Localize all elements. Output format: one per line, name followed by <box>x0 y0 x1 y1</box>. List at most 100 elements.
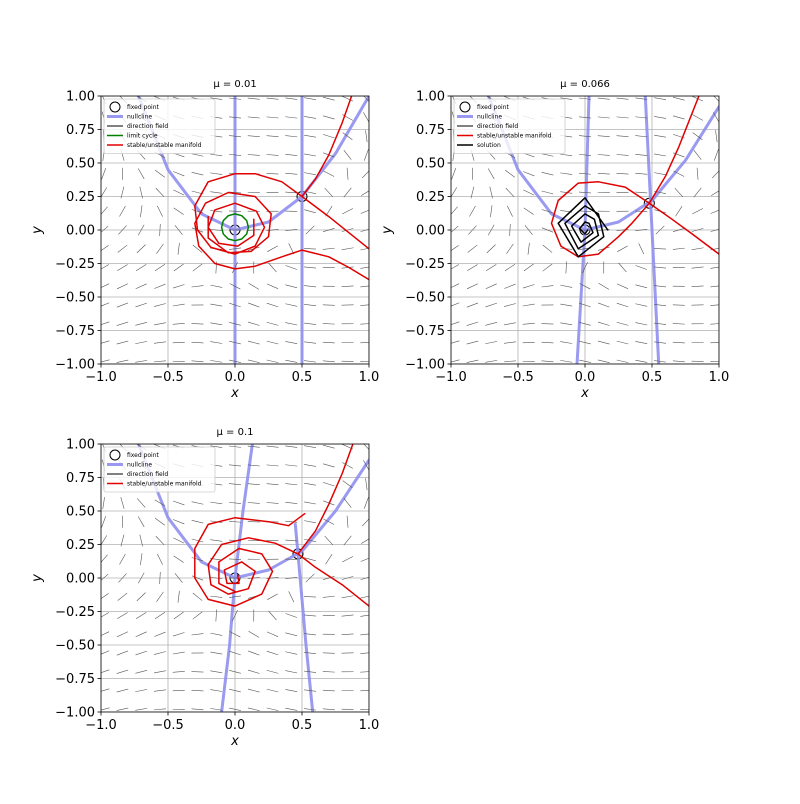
direction-field-segment <box>360 634 372 635</box>
direction-field-segment <box>323 342 335 343</box>
direction-field-segment <box>285 323 297 325</box>
direction-field-segment <box>697 168 698 180</box>
direction-field-segment <box>138 169 144 179</box>
direction-field-segment <box>210 342 222 344</box>
direction-field-segment <box>248 360 260 363</box>
direction-field-segment <box>598 98 610 99</box>
direction-field-segment <box>673 361 685 362</box>
direction-field-segment <box>504 284 515 288</box>
direction-field-segment <box>485 360 497 362</box>
direction-field-segment <box>192 520 204 523</box>
direction-field-segment <box>360 267 372 269</box>
direction-field-segment <box>617 173 629 174</box>
direction-field-segment <box>174 612 184 619</box>
direction-field-segment <box>598 360 610 363</box>
direction-field-segment <box>229 211 241 212</box>
direction-field-segment <box>347 168 348 180</box>
direction-field-segment <box>366 478 368 490</box>
direction-field-segment <box>304 135 316 137</box>
direction-field-segment <box>117 612 127 618</box>
direction-field-segment <box>504 303 516 306</box>
direction-field-segment <box>673 116 685 119</box>
stable-unstable-manifold-line <box>195 444 369 606</box>
y-axis-label: y <box>30 226 45 235</box>
direction-field-segment <box>617 284 628 289</box>
x-tick-label: 1.0 <box>359 370 380 385</box>
legend-label: limit cycle <box>127 133 158 140</box>
direction-field-segment <box>210 502 222 504</box>
direction-field-segment <box>210 360 222 362</box>
direction-field-segment <box>344 498 351 507</box>
subplot-title: μ = 0.1 <box>216 427 253 438</box>
direction-field-segment <box>694 188 702 197</box>
direction-field-segment <box>285 98 297 99</box>
direction-field-segment <box>636 266 647 270</box>
y-tick-label: 0.00 <box>66 224 95 239</box>
direction-field-segment <box>304 615 316 616</box>
direction-field-segment <box>285 502 297 503</box>
y-tick-label: 1.00 <box>416 90 445 105</box>
direction-field-segment <box>486 264 496 270</box>
direction-field-segment <box>342 209 353 214</box>
direction-field-segment <box>136 303 147 307</box>
direction-field-segment <box>267 136 279 137</box>
direction-field-segment <box>617 341 629 344</box>
legend-label: fixed point <box>127 104 160 111</box>
direction-field-segment <box>173 519 184 523</box>
direction-field-segment <box>692 248 704 250</box>
direction-field-segment <box>156 536 164 545</box>
direction-field-segment <box>360 286 372 287</box>
direction-field-segment <box>364 497 368 508</box>
direction-field-segment <box>285 285 297 288</box>
direction-field-segment <box>174 208 184 215</box>
direction-field-segment <box>448 322 459 326</box>
direction-field-segment <box>269 611 277 620</box>
direction-field-segment <box>617 246 627 252</box>
direction-field-segment <box>248 521 260 522</box>
direction-field-segment <box>98 708 110 711</box>
direction-field-segment <box>99 593 109 600</box>
direction-field-segment <box>342 596 354 598</box>
direction-field-segment <box>156 188 164 197</box>
direction-field-segment <box>344 150 351 159</box>
direction-field-segment <box>285 341 297 343</box>
direction-field-segment <box>136 284 147 289</box>
direction-field-segment <box>560 304 572 306</box>
y-tick-label: −1.00 <box>55 706 95 721</box>
direction-field-segment <box>323 97 335 100</box>
direction-field-segment <box>210 540 222 542</box>
direction-field-segment <box>543 264 552 271</box>
x-tick-label: −0.5 <box>502 370 534 385</box>
y-tick-label: −0.75 <box>55 672 95 687</box>
direction-field-segment <box>323 709 335 710</box>
direction-field-segment <box>210 285 222 287</box>
direction-field-segment <box>326 554 333 564</box>
direction-field-segment <box>617 98 629 99</box>
y-tick-label: −1.00 <box>55 358 95 373</box>
y-tick-label: −0.25 <box>405 257 445 272</box>
direction-field-segment <box>248 117 260 118</box>
legend-label: stable/unstable manifold <box>477 133 552 140</box>
direction-field-segment <box>285 446 297 447</box>
direction-field-segment <box>639 243 644 254</box>
direction-field-segment <box>285 304 297 307</box>
direction-field-segment <box>154 323 166 325</box>
direction-field-segment <box>692 267 704 268</box>
direction-field-segment <box>285 465 297 466</box>
direction-field-segment <box>467 303 478 307</box>
direction-field-segment <box>323 134 334 138</box>
direction-field-segment <box>98 632 109 637</box>
direction-field-segment <box>325 536 333 545</box>
direction-field-segment <box>98 341 109 344</box>
direction-field-segment <box>191 709 203 710</box>
direction-field-segment <box>304 502 316 504</box>
x-tick-label: −0.5 <box>152 370 184 385</box>
direction-field-segment <box>542 191 554 194</box>
direction-field-segment <box>654 342 666 344</box>
y-tick-label: 0.75 <box>416 123 445 138</box>
direction-field-segment <box>193 612 202 619</box>
direction-field-segment <box>267 689 279 692</box>
y-tick-label: −0.25 <box>55 257 95 272</box>
direction-field-segment <box>505 170 515 177</box>
direction-field-segment <box>98 284 109 289</box>
